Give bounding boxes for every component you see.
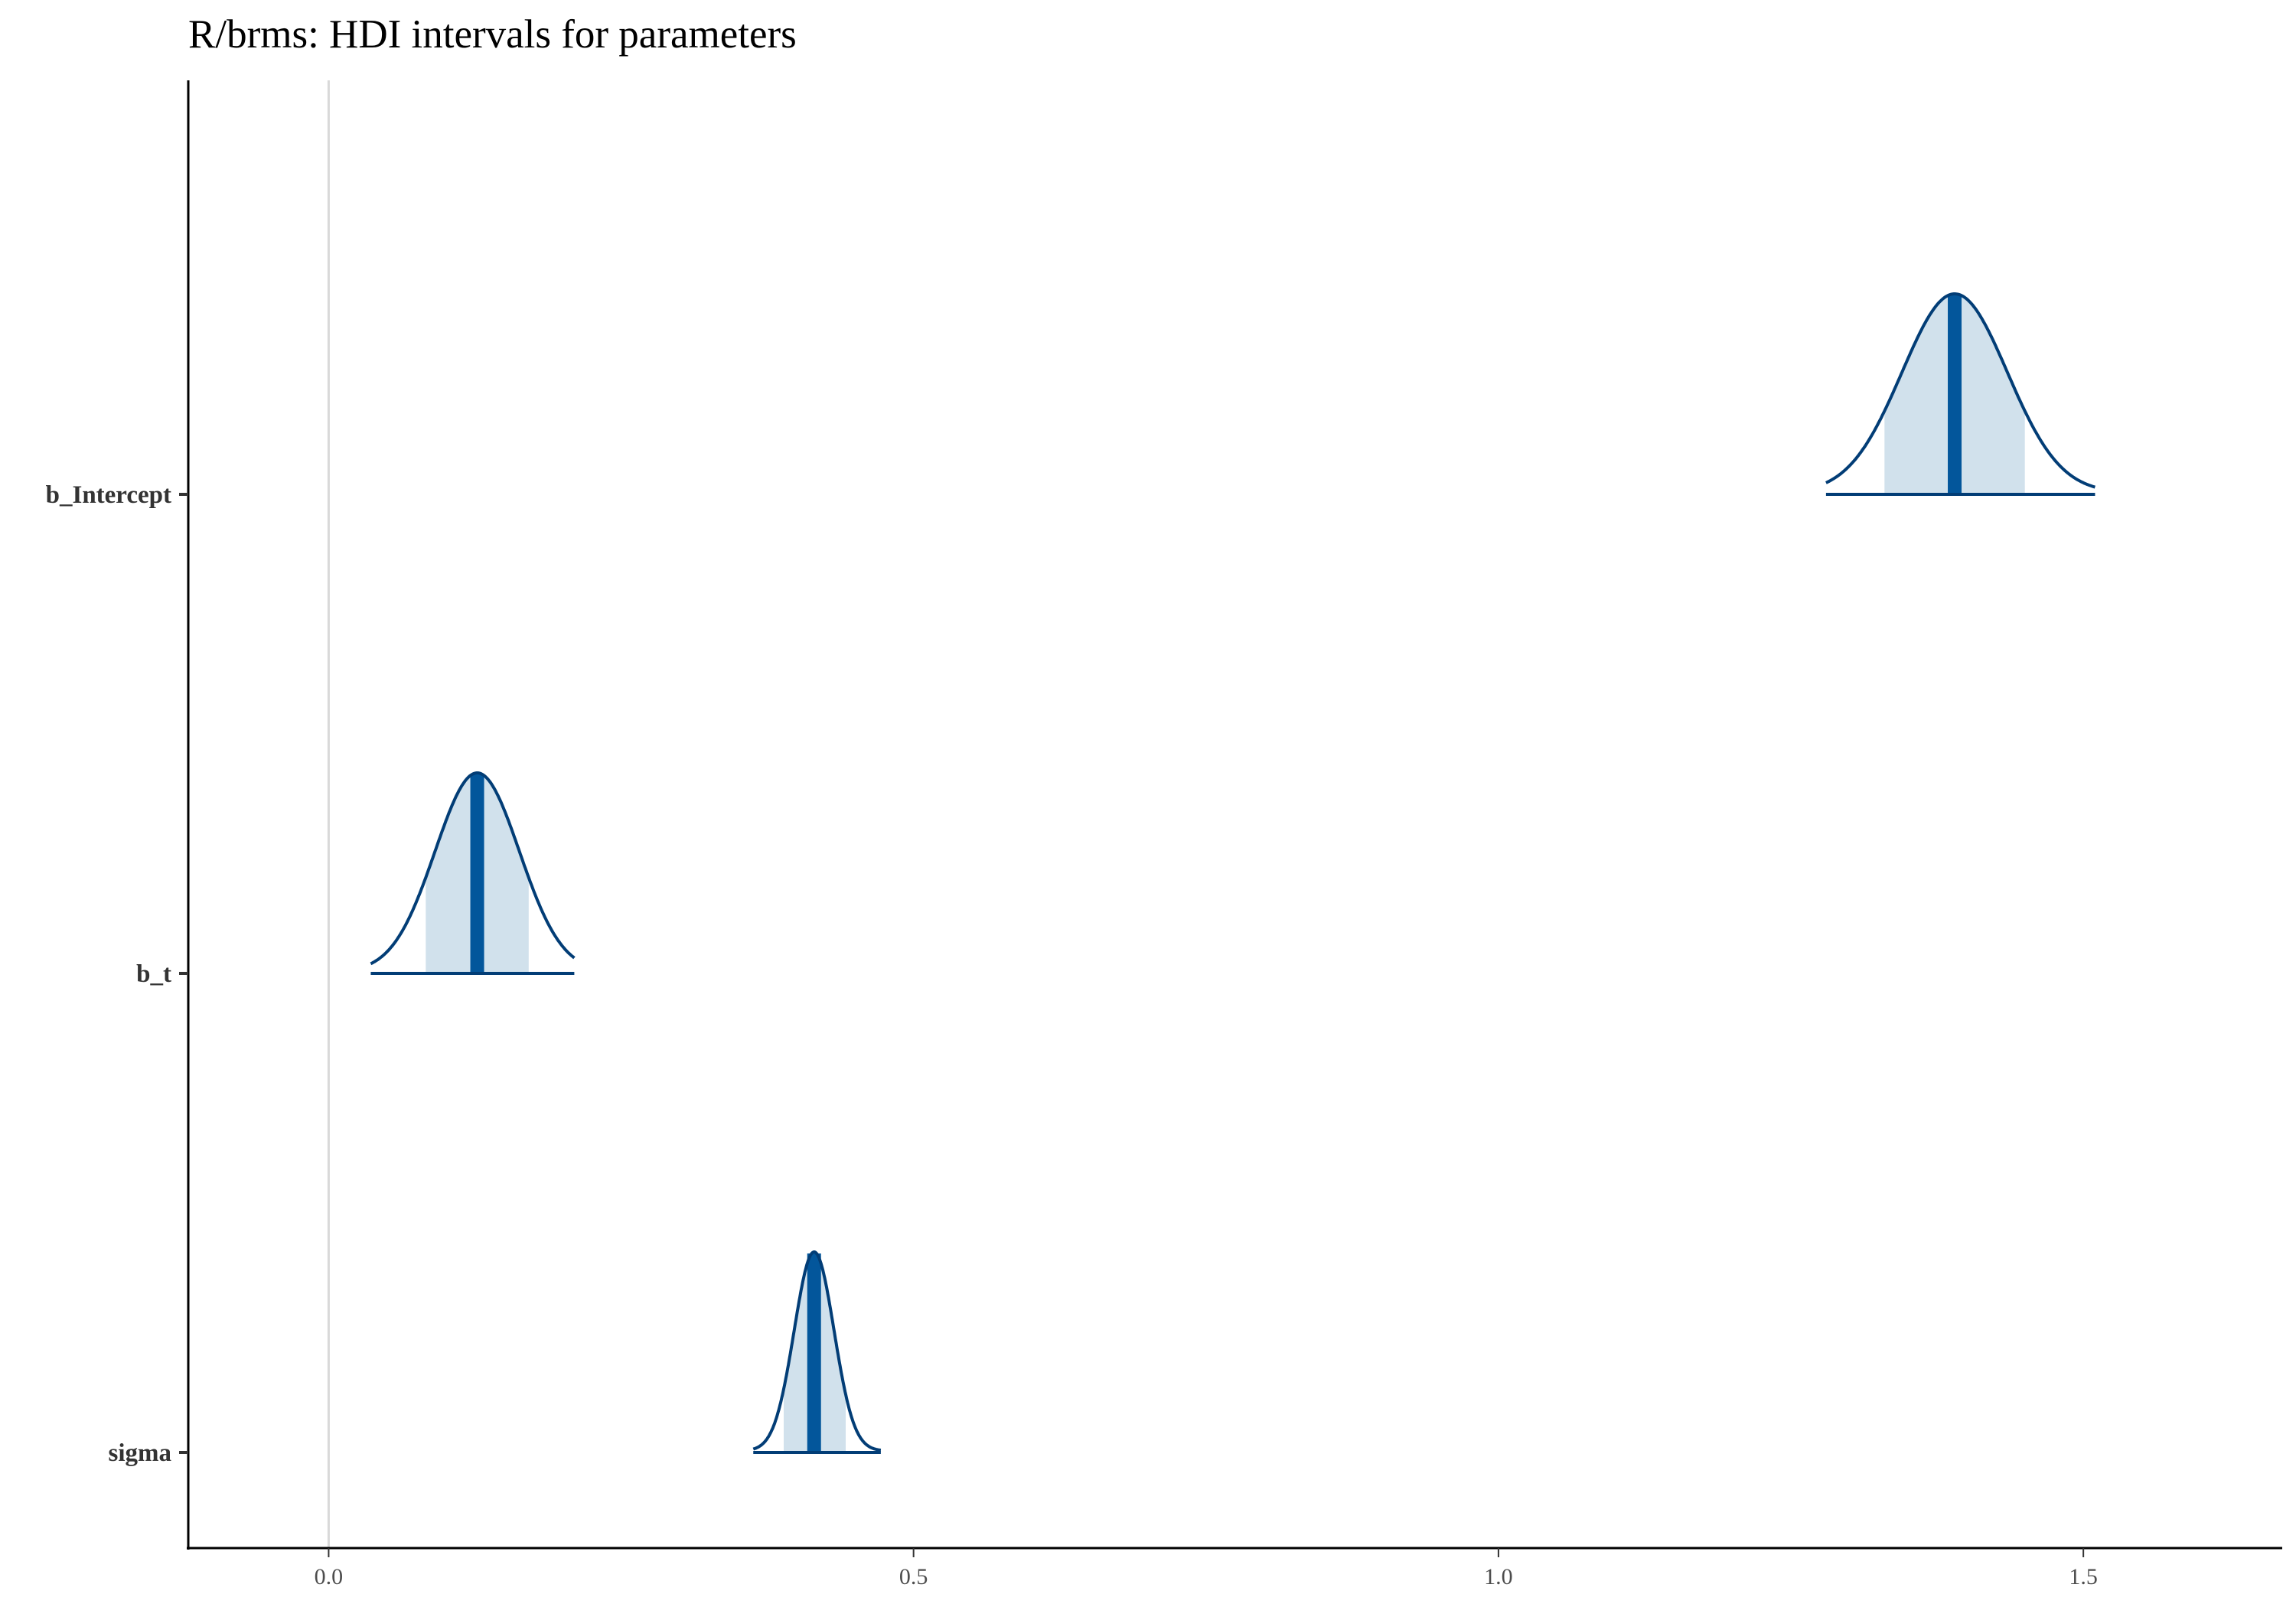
x-tick-label: 0.0 — [315, 1564, 344, 1589]
density-b_t — [370, 771, 576, 975]
y-tick-label: sigma — [109, 1439, 172, 1467]
density-outline-b_Intercept — [1825, 292, 2095, 489]
density-b_Intercept — [1825, 292, 2095, 496]
density-layer — [370, 292, 2095, 1454]
x-tick-label: 1.5 — [2069, 1564, 2098, 1589]
density-outline-sigma — [752, 1250, 882, 1452]
density-outline-b_t — [370, 771, 576, 966]
y-tick-label: b_Intercept — [46, 481, 171, 509]
chart-title: R/brms: HDI intervals for parameters — [188, 12, 797, 57]
x-axis: 0.0 0.5 1.0 1.5 — [315, 1548, 2098, 1589]
x-tick-label: 1.0 — [1484, 1564, 1513, 1589]
x-tick-label: 0.5 — [899, 1564, 928, 1589]
density-sigma — [752, 1250, 882, 1454]
y-tick-label: b_t — [136, 960, 171, 988]
